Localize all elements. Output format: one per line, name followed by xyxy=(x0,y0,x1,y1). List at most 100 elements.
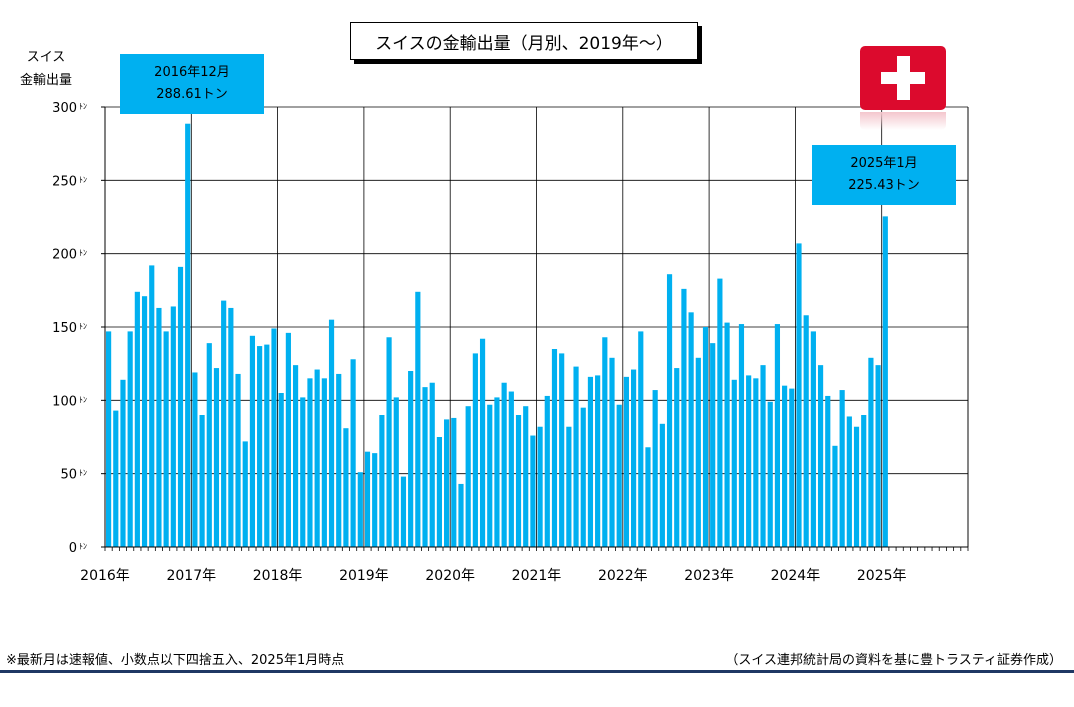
bar xyxy=(515,415,522,547)
bar xyxy=(796,243,802,547)
bar xyxy=(573,366,579,547)
bar xyxy=(559,353,565,547)
bar xyxy=(300,397,306,547)
bar xyxy=(292,365,299,547)
bar xyxy=(444,419,450,547)
bar xyxy=(156,307,162,547)
y-tick-label: 0 xyxy=(69,541,77,556)
bar xyxy=(551,349,558,547)
bar xyxy=(731,379,737,547)
x-tick-label: 2016年 xyxy=(80,568,130,584)
bar xyxy=(580,407,586,547)
bar xyxy=(868,357,874,547)
bar xyxy=(523,406,529,547)
bar xyxy=(149,265,155,547)
y-tick-label: 250 xyxy=(52,174,77,189)
footnote: ※最新月は速報値、小数点以下四捨五入、2025年1月時点 xyxy=(6,653,345,668)
annotation-date: 2025年1月 xyxy=(850,156,918,171)
bar xyxy=(235,373,241,547)
bar xyxy=(321,378,327,547)
bar xyxy=(314,369,320,547)
bar xyxy=(106,331,112,547)
bar xyxy=(630,369,637,547)
x-tick-label: 2023年 xyxy=(684,568,734,584)
bar xyxy=(846,416,852,547)
x-tick-label: 2022年 xyxy=(598,568,648,584)
bar xyxy=(127,331,133,547)
bar xyxy=(746,375,752,547)
y-axis-title-line2: 金輸出量 xyxy=(20,73,73,88)
y-tick-label: 100 xyxy=(52,394,77,409)
bar xyxy=(767,401,773,547)
bar xyxy=(206,343,212,547)
bar xyxy=(789,388,795,547)
bar xyxy=(134,291,140,547)
bar xyxy=(472,353,478,547)
source-note: （スイス連邦統計局の資料を基に豊トラスティ証券作成） xyxy=(725,653,1062,668)
bar xyxy=(623,376,629,547)
bar xyxy=(393,397,399,547)
bar xyxy=(170,306,176,547)
axes xyxy=(101,106,969,551)
y-tick-unit: ﾄﾝ xyxy=(79,175,87,184)
y-tick-unit: ﾄﾝ xyxy=(79,542,87,551)
y-axis-title: スイス 金輸出量 xyxy=(20,46,72,92)
bar xyxy=(875,365,881,547)
bar xyxy=(853,426,860,547)
bar xyxy=(364,451,371,547)
bar xyxy=(350,359,356,547)
annotation-latest-2025: 2025年1月 225.43トン xyxy=(812,145,956,205)
bar xyxy=(674,368,680,547)
bar xyxy=(458,483,464,547)
bar xyxy=(163,331,169,547)
bar xyxy=(328,319,335,547)
bar xyxy=(372,453,378,547)
bar xyxy=(602,337,608,547)
bar xyxy=(825,395,831,547)
flag-reflection xyxy=(860,112,946,130)
bar xyxy=(113,410,119,547)
bar xyxy=(659,423,665,547)
swiss-flag-icon xyxy=(860,46,946,110)
bar xyxy=(199,415,205,547)
annotation-value: 288.61トン xyxy=(156,87,228,102)
bar xyxy=(120,379,126,547)
bar xyxy=(738,324,745,547)
bar xyxy=(717,278,723,547)
x-tick-label: 2025年 xyxy=(857,568,907,584)
x-tick-label: 2021年 xyxy=(512,568,562,584)
y-tick-unit: ﾄﾝ xyxy=(79,102,87,111)
bar xyxy=(638,331,644,547)
bar xyxy=(861,415,867,547)
y-tick-unit: ﾄﾝ xyxy=(79,395,87,404)
bar xyxy=(832,445,838,547)
annotation-value: 225.43トン xyxy=(848,178,920,193)
bar xyxy=(688,312,694,547)
bar xyxy=(710,343,716,547)
bar xyxy=(501,382,507,547)
bar xyxy=(695,357,701,547)
y-tick-label: 300 xyxy=(52,101,77,116)
chart-title: スイスの金輸出量（月別、2019年～） xyxy=(350,22,698,60)
bar xyxy=(192,372,198,547)
bar xyxy=(408,371,414,547)
bar xyxy=(544,395,550,547)
bar xyxy=(782,385,788,547)
bar xyxy=(774,324,781,547)
bar xyxy=(379,415,385,547)
bar xyxy=(724,322,730,547)
bar xyxy=(609,357,615,547)
bar xyxy=(753,378,759,547)
bar xyxy=(307,378,313,547)
annotation-peak-2016: 2016年12月 288.61トン xyxy=(120,54,264,114)
bar xyxy=(271,328,277,547)
bar xyxy=(652,390,658,547)
y-axis-title-line1: スイス xyxy=(26,50,66,65)
bar xyxy=(141,296,148,547)
bar xyxy=(494,397,500,547)
bar xyxy=(436,437,443,547)
bar xyxy=(760,365,766,547)
bar xyxy=(386,337,392,547)
